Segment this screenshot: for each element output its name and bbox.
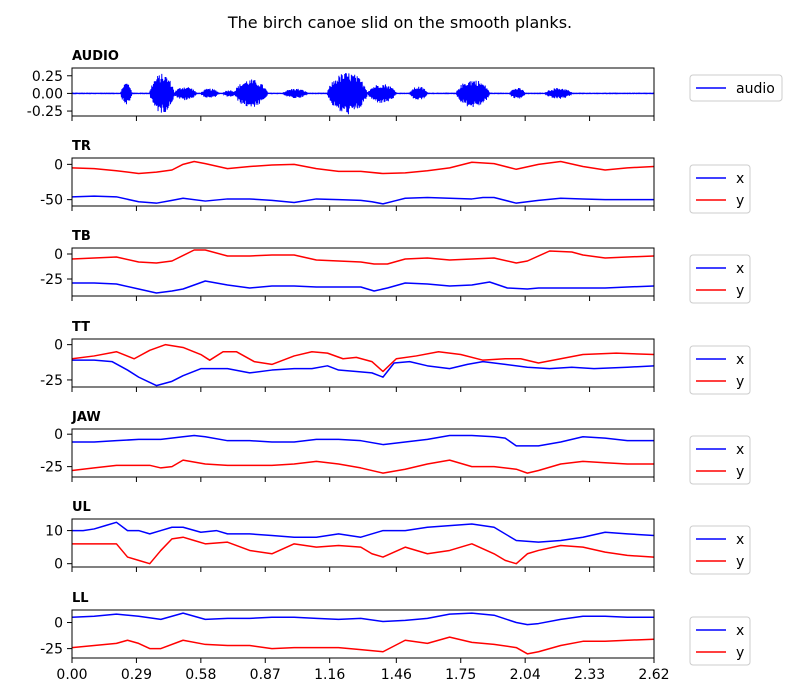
series-line-ul-x (72, 521, 654, 543)
panel-label-tb: TB (72, 229, 91, 244)
series-line-ll-y (72, 636, 654, 655)
legend-label-x: x (736, 532, 744, 548)
x-tick-label: 0.87 (250, 667, 281, 683)
legend-label-y: y (736, 283, 744, 299)
y-tick-label: 10 (45, 524, 63, 540)
y-tick-label: 0 (54, 616, 63, 632)
panel-ul: UL 10 0 xy (45, 500, 751, 575)
series-line-tr-x (72, 195, 654, 205)
legend-label-y: y (736, 374, 744, 390)
legend-audio: audio (689, 74, 783, 102)
panel-lines-ul (72, 521, 654, 565)
series-line-jaw-y (72, 459, 654, 474)
legend-box (689, 616, 751, 666)
x-tick-label: 0.00 (56, 667, 87, 683)
legend-box (689, 525, 751, 575)
panel-lines-tb (72, 249, 654, 294)
legend-tb: xy (689, 254, 751, 304)
series-line-tt-x (72, 359, 654, 387)
y-tick-label: -25 (40, 460, 63, 476)
panel-tr: TR 0 -50 xy (40, 139, 751, 214)
panel-label-ul: UL (72, 500, 91, 515)
y-tick-label: 0 (54, 557, 63, 573)
axes-frame-tr (71, 157, 655, 207)
axes-frame-audio (71, 67, 655, 117)
series-line-jaw-x (72, 434, 654, 447)
series-line-tb-y (72, 249, 654, 265)
legend-box (689, 164, 751, 214)
legend-label-y: y (736, 193, 744, 209)
x-tick-label: 0.29 (121, 667, 152, 683)
panel-audio: AUDIO 0.250.00 -0.25 audio (27, 49, 783, 121)
legend-label-x: x (736, 171, 744, 187)
panels-group: AUDIO0.250.00-0.25audioTR0-50xyTB0-25xyT… (27, 49, 783, 683)
series-line-ul-y (72, 536, 654, 565)
legend-label-x: x (736, 261, 744, 277)
legend-ul: xy (689, 525, 751, 575)
panel-jaw: JAW 0 -25 xy (40, 410, 751, 485)
panel-label-jaw: JAW (71, 410, 101, 425)
panel-label-audio: AUDIO (72, 49, 119, 64)
panel-lines-tr (72, 160, 654, 205)
y-tick-label: 0 (54, 157, 63, 173)
legend-label-y: y (736, 464, 744, 480)
axes-frame-jaw (71, 428, 655, 478)
legend-label-x: x (736, 623, 744, 639)
axes-frame-tb (71, 247, 655, 297)
series-line-tb-x (72, 280, 654, 294)
legend-label-x: x (736, 352, 744, 368)
series-line-ll-x (72, 612, 654, 626)
panel-tb: TB 0 -25 xy (40, 229, 751, 304)
legend-box (689, 74, 783, 102)
x-tick-label: 2.33 (574, 667, 605, 683)
y-tick-label: 0 (54, 427, 63, 443)
panel-label-tt: TT (72, 320, 90, 335)
y-tick-label: 0 (54, 247, 63, 263)
x-tick-label: 1.75 (445, 667, 476, 683)
axes-frame-tt (71, 338, 655, 388)
x-tick-label: 2.04 (510, 667, 541, 683)
legend-label-y: y (736, 554, 744, 570)
legend-tr: xy (689, 164, 751, 214)
x-tick-label: 1.16 (314, 667, 345, 683)
axes-frame-ll (71, 609, 655, 659)
y-tick-label: -0.25 (27, 104, 63, 120)
y-tick-label: 0.25 (32, 69, 63, 85)
chart-title: The birch canoe slid on the smooth plank… (227, 13, 572, 32)
legend-box (689, 435, 751, 485)
panel-lines-jaw (72, 434, 654, 474)
panel-tt: TT 0 -25 xy (40, 320, 751, 395)
legend-jaw: xy (689, 435, 751, 485)
axes-frame-ul (71, 518, 655, 568)
series-line-tt-y (72, 343, 654, 373)
panel-label-tr: TR (72, 139, 91, 154)
y-tick-label: -25 (40, 373, 63, 389)
panel-lines-audio (72, 73, 654, 115)
legend-label-y: y (736, 645, 744, 661)
y-tick-label: -25 (40, 642, 63, 658)
legend-tt: xy (689, 345, 751, 395)
y-tick-label: -50 (40, 193, 63, 209)
x-tick-label: 1.46 (381, 667, 412, 683)
y-tick-label: 0.00 (32, 86, 63, 102)
y-tick-label: -25 (40, 272, 63, 288)
legend-label-audio: audio (736, 81, 775, 97)
panel-label-ll: LL (72, 591, 89, 606)
legend-ll: xy (689, 616, 751, 666)
x-tick-label: 2.62 (638, 667, 669, 683)
legend-label-x: x (736, 442, 744, 458)
panel-lines-tt (72, 343, 654, 387)
y-tick-label: 0 (54, 338, 63, 354)
x-tick-label: 0.58 (185, 667, 216, 683)
legend-box (689, 254, 751, 304)
series-line-tr-y (72, 160, 654, 175)
panel-ll: LL 0 -25 0.00 0.29 0.58 0.87 1.16 1.46 1.75 2.04 2.… (40, 591, 751, 683)
panel-lines-ll (72, 612, 654, 655)
audio-waveform (72, 73, 654, 115)
legend-box (689, 345, 751, 395)
